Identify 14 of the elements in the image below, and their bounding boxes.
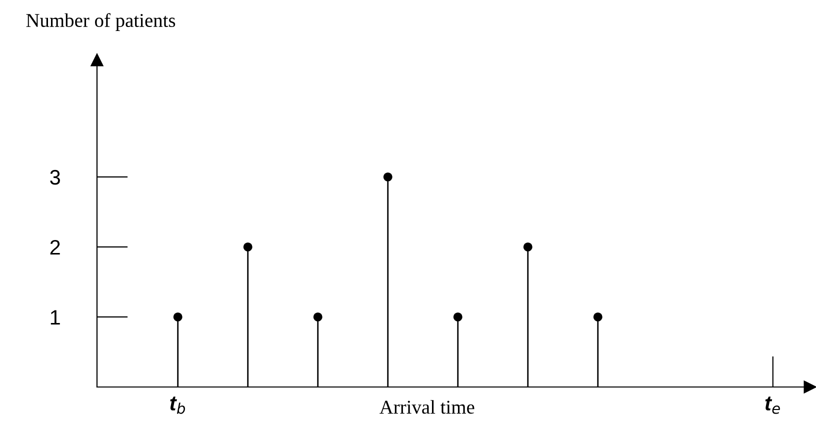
y-axis-title: Number of patients (26, 13, 176, 31)
point (313, 312, 322, 322)
point (173, 312, 182, 322)
point (593, 312, 602, 322)
y-tick-label: 3 (50, 170, 60, 185)
x-tick-label: t$_{e}$ (765, 396, 780, 414)
point (383, 172, 392, 182)
x-axis-title: Arrival time (380, 400, 474, 414)
x-tick-label: t$_{b}$ (170, 396, 186, 414)
y-tick-label: 1 (50, 310, 60, 325)
point (523, 242, 532, 252)
y-tick-label: 2 (50, 240, 60, 255)
point (453, 312, 462, 322)
point (243, 242, 252, 252)
